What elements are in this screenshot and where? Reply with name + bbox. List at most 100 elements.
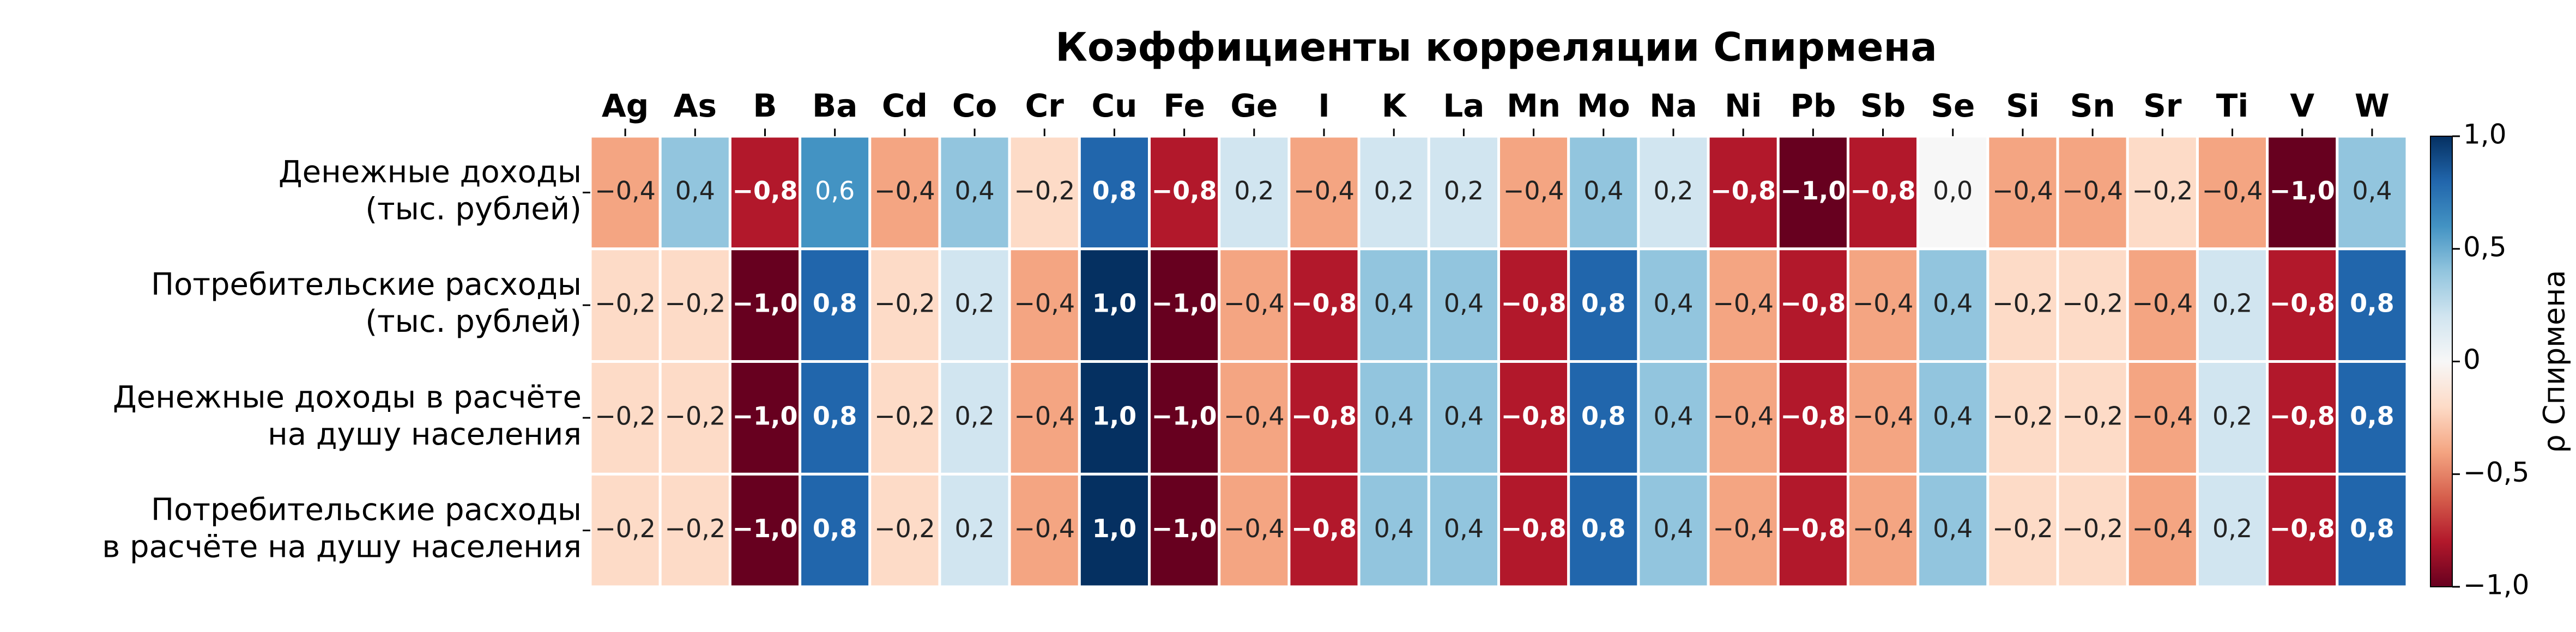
y-tick-label: Потребительские расходы в расчёте на душу… bbox=[102, 493, 582, 565]
cell-label: 0,2 bbox=[2212, 401, 2252, 430]
cell-label: −0,4 bbox=[1992, 176, 2053, 205]
x-tick-label: Ni bbox=[1725, 87, 1762, 124]
heatmap-cell bbox=[1078, 135, 1151, 251]
heatmap-cell bbox=[728, 472, 802, 588]
x-tick-label: W bbox=[2355, 87, 2390, 124]
cell-label: 0,2 bbox=[1234, 176, 1274, 205]
cell-label: 0,4 bbox=[1933, 289, 1973, 318]
cell-label: 0,6 bbox=[815, 176, 855, 205]
heatmap-cell bbox=[1567, 360, 1640, 476]
heatmap-cell bbox=[2266, 472, 2339, 588]
heatmap-cell bbox=[728, 360, 802, 476]
heatmap-cell bbox=[2196, 472, 2269, 588]
cell-label: −1,0 bbox=[732, 514, 797, 543]
cell-label: −0,2 bbox=[1992, 289, 2053, 318]
cell-label: 0,0 bbox=[1933, 176, 1973, 205]
cell-label: 0,8 bbox=[2350, 289, 2394, 318]
heatmap-cell bbox=[1916, 472, 1990, 588]
heatmap-cell bbox=[1008, 472, 1081, 588]
heatmap-cell bbox=[1218, 135, 1291, 251]
heatmap-cell bbox=[728, 247, 802, 363]
heatmap-cell bbox=[2336, 247, 2409, 363]
cell-label: −0,4 bbox=[2132, 289, 2193, 318]
cell-label: 0,2 bbox=[1444, 176, 1484, 205]
cell-label: 0,8 bbox=[1581, 289, 1626, 318]
x-tick-label: Ag bbox=[602, 87, 649, 124]
cell-label: −0,4 bbox=[1293, 176, 1354, 205]
heatmap-cell bbox=[1148, 360, 1221, 476]
x-tick-label: Cr bbox=[1025, 87, 1065, 124]
cell-label: −0,8 bbox=[1710, 176, 1776, 205]
cell-label: −0,4 bbox=[1503, 176, 1564, 205]
colorbar-tick-label: −0,5 bbox=[2463, 457, 2529, 488]
heatmap-cell bbox=[1986, 360, 2059, 476]
x-tick-label: Ti bbox=[2216, 87, 2248, 124]
heatmap-cell bbox=[589, 472, 662, 588]
cell-label: −0,8 bbox=[1291, 514, 1357, 543]
cell-label: −0,2 bbox=[874, 289, 935, 318]
x-tick-label: La bbox=[1443, 87, 1484, 124]
cell-label: −0,2 bbox=[2062, 401, 2123, 430]
cell-label: −0,2 bbox=[595, 514, 656, 543]
heatmap-cell bbox=[1846, 472, 1920, 588]
x-tick-label: Si bbox=[2006, 87, 2040, 124]
cell-label: −0,2 bbox=[664, 401, 725, 430]
cell-label: −0,4 bbox=[2132, 514, 2193, 543]
heatmap-cell bbox=[2056, 247, 2129, 363]
chart-title: Коэффициенты корреляции Спирмена bbox=[1055, 25, 1937, 70]
cell-label: −0,2 bbox=[2062, 289, 2123, 318]
cell-label: −0,8 bbox=[1501, 401, 1567, 430]
heatmap-cell bbox=[1008, 360, 1081, 476]
cell-label: −0,2 bbox=[874, 401, 935, 430]
cell-label: −0,8 bbox=[1851, 176, 1916, 205]
heatmap-cell bbox=[1218, 247, 1291, 363]
cell-label: 0,4 bbox=[1444, 289, 1484, 318]
cell-label: −0,8 bbox=[1291, 289, 1357, 318]
cell-label: −0,4 bbox=[1224, 289, 1285, 318]
cell-label: 0,8 bbox=[813, 401, 857, 430]
heatmap-cell bbox=[1707, 472, 1780, 588]
cell-label: −1,0 bbox=[2270, 176, 2335, 205]
x-tick-label: Ba bbox=[812, 87, 857, 124]
cell-label: −1,0 bbox=[1152, 514, 1217, 543]
cell-label: −0,2 bbox=[2062, 514, 2123, 543]
cell-label: −0,8 bbox=[2270, 401, 2335, 430]
cell-label: 0,4 bbox=[1653, 514, 1693, 543]
x-tick-label: Na bbox=[1649, 87, 1697, 124]
cell-label: −0,4 bbox=[1224, 514, 1285, 543]
cell-label: 0,2 bbox=[2212, 514, 2252, 543]
cell-label: −0,8 bbox=[1780, 514, 1846, 543]
cell-label: 0,4 bbox=[1374, 289, 1414, 318]
cell-label: 0,4 bbox=[1374, 514, 1414, 543]
cell-label: −0,8 bbox=[1780, 401, 1846, 430]
cell-label: −0,4 bbox=[2132, 401, 2193, 430]
x-tick-label: As bbox=[674, 87, 717, 124]
cell-label: 0,4 bbox=[675, 176, 715, 205]
cell-label: 0,2 bbox=[954, 514, 994, 543]
heatmap-cell bbox=[1497, 360, 1570, 476]
heatmap-cell bbox=[1986, 247, 2059, 363]
colorbar-tick-label: 0,5 bbox=[2463, 231, 2507, 263]
heatmap-cell bbox=[1078, 472, 1151, 588]
cell-label: 0,8 bbox=[1581, 514, 1626, 543]
cell-label: −1,0 bbox=[1152, 401, 1217, 430]
heatmap-cell bbox=[2126, 135, 2199, 251]
cell-label: −0,4 bbox=[595, 176, 656, 205]
heatmap-cell bbox=[1427, 472, 1500, 588]
heatmap-cell bbox=[2126, 247, 2199, 363]
x-tick-label: B bbox=[753, 87, 777, 124]
colorbar-tick-label: −1,0 bbox=[2463, 569, 2529, 601]
heatmap-cell bbox=[2336, 472, 2409, 588]
heatmap-cell bbox=[1916, 360, 1990, 476]
heatmap-cell bbox=[1846, 247, 1920, 363]
heatmap-cell bbox=[2336, 360, 2409, 476]
cell-label: 1,0 bbox=[1092, 514, 1137, 543]
cell-label: 0,8 bbox=[813, 514, 857, 543]
cell-label: −0,8 bbox=[1152, 176, 1217, 205]
cell-label: −0,4 bbox=[874, 176, 935, 205]
cell-label: −0,4 bbox=[2202, 176, 2263, 205]
heatmap-cell bbox=[1707, 135, 1780, 251]
cell-label: 0,2 bbox=[954, 289, 994, 318]
